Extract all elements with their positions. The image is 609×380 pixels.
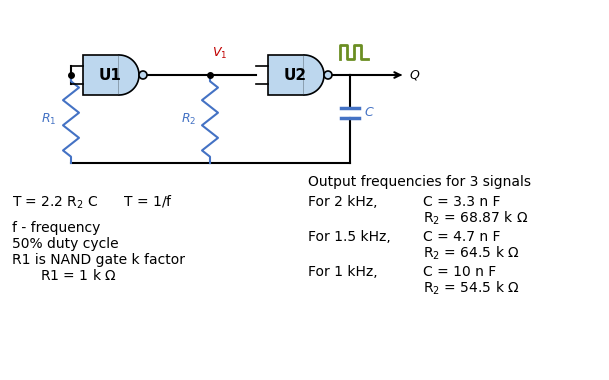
Text: Output frequencies for 3 signals: Output frequencies for 3 signals	[308, 175, 531, 189]
Polygon shape	[304, 55, 324, 95]
Text: f - frequency: f - frequency	[12, 221, 100, 235]
Polygon shape	[119, 55, 139, 95]
FancyBboxPatch shape	[83, 55, 119, 95]
Text: C = 4.7 n F: C = 4.7 n F	[423, 230, 501, 244]
Text: T = 2.2 R$_2$ C      T = 1/f: T = 2.2 R$_2$ C T = 1/f	[12, 193, 173, 211]
Text: C = 10 n F: C = 10 n F	[423, 265, 496, 279]
Text: For 2 kHz,: For 2 kHz,	[308, 195, 378, 209]
Text: U2: U2	[283, 68, 306, 82]
Text: R1 is NAND gate k factor: R1 is NAND gate k factor	[12, 253, 185, 267]
Text: For 1.5 kHz,: For 1.5 kHz,	[308, 230, 391, 244]
Text: R$_1$: R$_1$	[41, 111, 57, 127]
Circle shape	[324, 71, 332, 79]
Text: R$_2$ = 68.87 k $\Omega$: R$_2$ = 68.87 k $\Omega$	[423, 209, 528, 227]
Text: R$_2$ = 64.5 k $\Omega$: R$_2$ = 64.5 k $\Omega$	[423, 244, 519, 262]
Text: R1 = 1 k $\Omega$: R1 = 1 k $\Omega$	[40, 269, 117, 283]
FancyBboxPatch shape	[268, 55, 304, 95]
Text: C: C	[364, 106, 373, 119]
Text: R$_2$ = 54.5 k $\Omega$: R$_2$ = 54.5 k $\Omega$	[423, 279, 519, 297]
Text: R$_2$: R$_2$	[181, 111, 196, 127]
Text: C = 3.3 n F: C = 3.3 n F	[423, 195, 501, 209]
Text: V$_1$: V$_1$	[212, 46, 227, 61]
Text: 50% duty cycle: 50% duty cycle	[12, 237, 119, 251]
Text: For 1 kHz,: For 1 kHz,	[308, 265, 378, 279]
Text: U1: U1	[99, 68, 121, 82]
Circle shape	[139, 71, 147, 79]
Text: Q: Q	[409, 68, 419, 81]
